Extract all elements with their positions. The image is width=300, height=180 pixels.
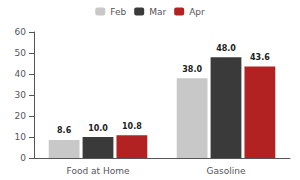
svg-text:10.0: 10.0 xyxy=(88,124,108,133)
svg-text:Gasoline: Gasoline xyxy=(207,166,246,176)
svg-text:30: 30 xyxy=(15,90,27,100)
svg-text:48.0: 48.0 xyxy=(216,44,236,53)
svg-text:43.6: 43.6 xyxy=(250,53,270,62)
svg-text:Feb: Feb xyxy=(110,7,126,17)
svg-text:20: 20 xyxy=(15,111,27,121)
svg-text:10: 10 xyxy=(15,132,27,142)
svg-text:8.6: 8.6 xyxy=(57,126,72,135)
svg-text:10.8: 10.8 xyxy=(122,122,142,131)
svg-text:Apr: Apr xyxy=(189,7,205,17)
svg-text:0: 0 xyxy=(20,153,26,163)
svg-text:38.0: 38.0 xyxy=(182,65,202,74)
svg-text:Mar: Mar xyxy=(149,7,166,17)
svg-text:50: 50 xyxy=(15,48,27,58)
svg-text:Food at Home: Food at Home xyxy=(67,166,130,176)
svg-text:60: 60 xyxy=(15,27,27,37)
svg-text:40: 40 xyxy=(15,69,27,79)
